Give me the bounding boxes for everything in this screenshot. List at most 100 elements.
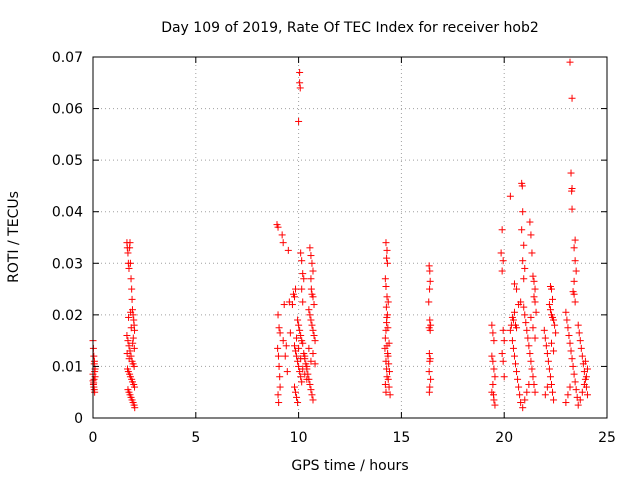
data-point: [519, 208, 527, 216]
data-point: [490, 337, 498, 345]
data-point: [129, 339, 137, 347]
data-point: [531, 334, 539, 342]
data-point: [298, 257, 306, 265]
data-point: [578, 352, 586, 360]
data-point: [498, 267, 506, 275]
data-point: [124, 337, 132, 345]
data-point: [512, 360, 520, 368]
data-point: [306, 244, 314, 252]
data-point: [288, 301, 296, 309]
data-point: [547, 339, 555, 347]
data-point: [516, 391, 524, 399]
data-point: [129, 334, 137, 342]
data-point: [307, 357, 315, 365]
data-point: [383, 246, 391, 254]
data-point: [127, 275, 135, 283]
data-point: [574, 321, 582, 329]
data-point: [543, 383, 551, 391]
data-point: [545, 301, 553, 309]
data-point: [519, 404, 527, 412]
data-point: [521, 264, 529, 272]
y-tick-label: 0.04: [52, 205, 83, 221]
data-point: [571, 236, 579, 244]
data-point: [570, 244, 578, 252]
y-tick-label: 0.01: [52, 359, 83, 375]
data-point: [575, 329, 583, 337]
data-point: [425, 298, 433, 306]
data-point: [311, 360, 319, 368]
data-point: [508, 337, 516, 345]
data-point: [544, 357, 552, 365]
data-point: [549, 295, 557, 303]
data-point: [490, 391, 498, 399]
data-point: [293, 352, 301, 360]
data-point: [427, 375, 435, 383]
data-point: [542, 342, 550, 350]
data-point: [570, 370, 578, 378]
data-point: [576, 396, 584, 404]
data-point: [91, 388, 99, 396]
data-point: [276, 373, 284, 381]
data-point: [296, 68, 304, 76]
data-point: [130, 344, 138, 352]
data-point: [305, 344, 313, 352]
data-point: [292, 388, 300, 396]
data-point: [524, 334, 532, 342]
data-point: [583, 365, 591, 373]
data-point: [509, 344, 517, 352]
data-point: [488, 321, 496, 329]
data-point: [309, 326, 317, 334]
data-point: [569, 362, 577, 370]
x-axis-label: GPS time / hours: [291, 458, 408, 474]
data-point: [510, 308, 518, 316]
data-point: [383, 313, 391, 321]
data-point: [290, 293, 298, 301]
data-point: [528, 249, 536, 257]
data-point: [90, 357, 98, 365]
data-point: [564, 391, 572, 399]
data-point: [385, 339, 393, 347]
data-point: [547, 285, 555, 293]
data-point: [290, 342, 298, 350]
data-point: [568, 187, 576, 195]
data-point: [385, 360, 393, 368]
data-point: [301, 352, 309, 360]
data-point: [545, 365, 553, 373]
data-point: [274, 223, 282, 231]
data-point: [498, 350, 506, 358]
data-point: [123, 350, 131, 358]
data-point: [568, 205, 576, 213]
data-point: [520, 303, 528, 311]
data-point: [301, 370, 309, 378]
chart-title: Day 109 of 2019, Rate Of TEC Index for r…: [161, 20, 539, 36]
data-point: [540, 326, 548, 334]
data-point: [382, 388, 390, 396]
data-point: [519, 257, 527, 265]
data-point: [510, 280, 518, 288]
data-point: [570, 290, 578, 298]
data-point: [386, 391, 394, 399]
data-point: [383, 293, 391, 301]
data-point: [299, 270, 307, 278]
data-point: [547, 380, 555, 388]
data-point: [293, 393, 301, 401]
data-point: [275, 362, 283, 370]
data-point: [274, 344, 282, 352]
data-point: [531, 298, 539, 306]
data-point: [567, 347, 575, 355]
data-point: [506, 326, 514, 334]
x-tick-label: 25: [598, 430, 616, 446]
data-point: [305, 306, 313, 314]
data-point: [572, 267, 580, 275]
data-point: [572, 386, 580, 394]
data-point: [520, 275, 528, 283]
data-point: [566, 339, 574, 347]
data-point: [530, 277, 538, 285]
data-point: [551, 321, 559, 329]
data-point: [382, 282, 390, 290]
data-point: [381, 344, 389, 352]
y-tick-label: 0.06: [52, 102, 83, 118]
data-point: [425, 388, 433, 396]
data-point: [293, 334, 301, 342]
